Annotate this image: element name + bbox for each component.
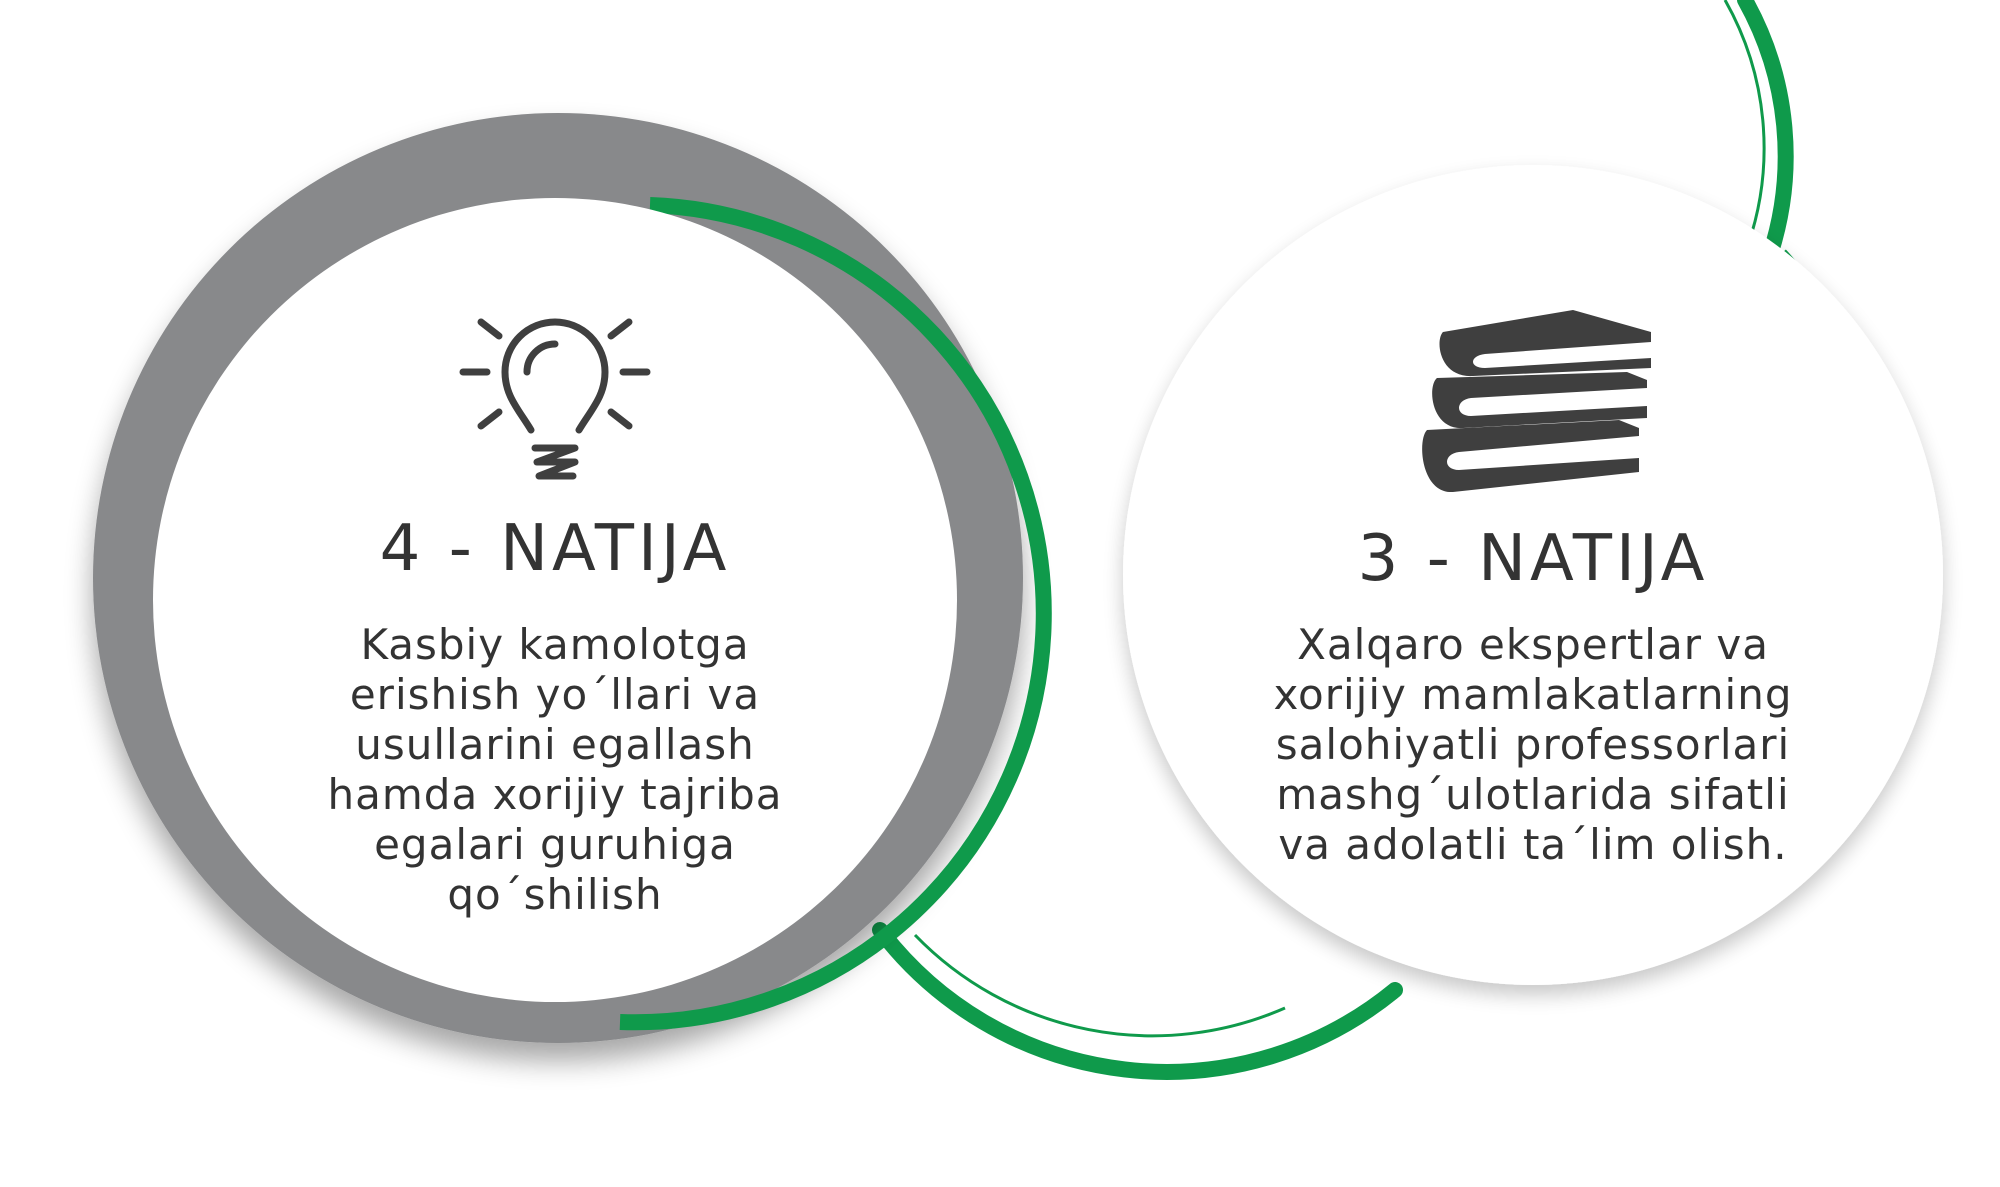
description-line: mashg´ulotlarida sifatli	[1276, 770, 1790, 819]
books-icon	[1422, 310, 1651, 493]
description-line: hamda xorijiy tajriba	[327, 770, 783, 819]
top-right-arc-inner	[1723, 0, 1766, 246]
description-line: Kasbiy kamolotga	[360, 620, 750, 669]
bottom-arc-outer	[872, 922, 1403, 1080]
description-line: xorijiy mamlakatlarning	[1273, 670, 1793, 719]
card-title: 3 - NATIJA	[1357, 522, 1709, 596]
description-line: salohiyatli professorlari	[1275, 720, 1791, 769]
lightbulb-icon	[459, 318, 651, 480]
top-right-arc-outer	[1737, 0, 1794, 263]
card-description: Kasbiy kamolotga erishish yo´llari va us…	[255, 620, 855, 920]
result-card-3: 3 - NATIJA Xalqaro ekspertlar va xorijiy…	[1233, 310, 1833, 870]
right-white-disc	[1123, 165, 1943, 985]
description-line: Xalqaro ekspertlar va	[1297, 620, 1769, 669]
result-card-4: 4 - NATIJA Kasbiy kamolotga erishish yo´…	[255, 300, 855, 920]
left-white-disc	[153, 198, 957, 1002]
description-line: usullarini egallash	[355, 720, 755, 769]
description-line: qo´shilish	[447, 870, 663, 919]
left-green-accent	[619, 197, 1052, 1031]
bottom-arc-inner	[913, 933, 1286, 1038]
card-title: 4 - NATIJA	[379, 512, 731, 586]
description-line: erishish yo´llari va	[349, 670, 761, 719]
card-description: Xalqaro ekspertlar va xorijiy mamlakatla…	[1233, 620, 1833, 870]
description-line: egalari guruhiga	[374, 820, 736, 869]
description-line: va adolatli ta´lim olish.	[1278, 820, 1788, 869]
